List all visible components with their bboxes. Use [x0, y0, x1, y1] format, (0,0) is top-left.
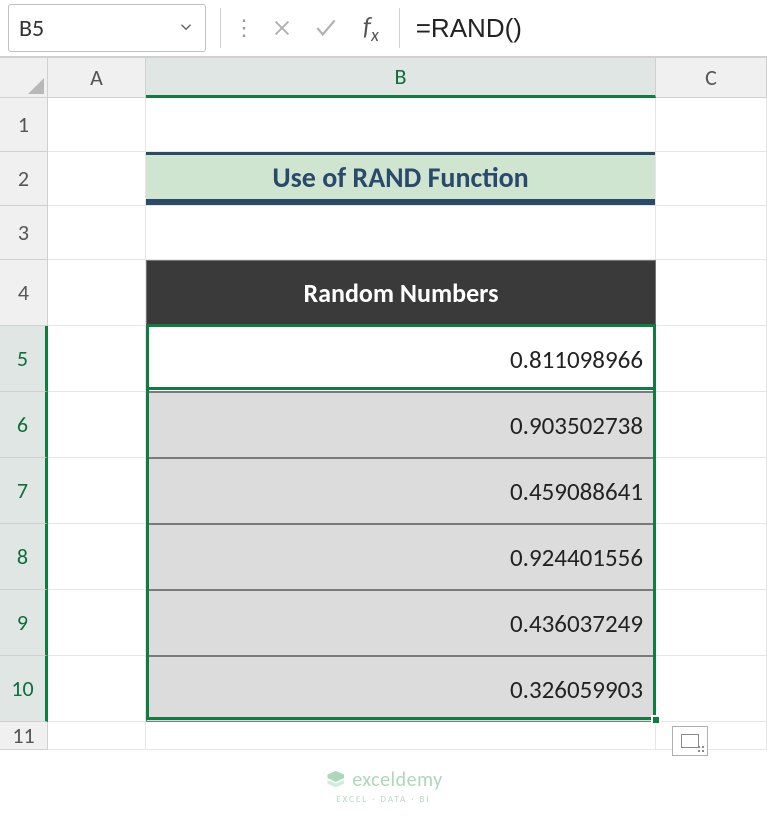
cell-value: 0.924401556: [510, 542, 643, 573]
row-header-2[interactable]: 2: [0, 152, 48, 206]
cell-A9[interactable]: [48, 590, 146, 656]
cell-A6[interactable]: [48, 392, 146, 458]
row-header-5[interactable]: 5: [0, 326, 48, 392]
cell-C4[interactable]: [656, 260, 767, 326]
fx-icon[interactable]: fx: [349, 10, 393, 46]
cell-B9[interactable]: 0.436037249: [146, 590, 656, 656]
cell-C1[interactable]: [656, 98, 767, 152]
formula-input[interactable]: [406, 0, 767, 56]
cell-C7[interactable]: [656, 458, 767, 524]
row-header-1[interactable]: 1: [0, 98, 48, 152]
cell-C3[interactable]: [656, 206, 767, 260]
cell-A7[interactable]: [48, 458, 146, 524]
spreadsheet-grid: A B C 1 2 Use of RAND Function 3 4 Rando…: [0, 58, 767, 750]
cell-A11[interactable]: [48, 722, 146, 750]
cell-value: 0.459088641: [510, 476, 643, 507]
watermark-brand: exceldemy: [352, 768, 442, 792]
table-header-text: Random Numbers: [304, 277, 499, 309]
cell-B6[interactable]: 0.903502738: [146, 392, 656, 458]
row-header-3[interactable]: 3: [0, 206, 48, 260]
cell-value: 0.326059903: [510, 674, 643, 705]
cell-A2[interactable]: [48, 152, 146, 206]
row-header-7[interactable]: 7: [0, 458, 48, 524]
more-icon[interactable]: ⋮: [227, 17, 261, 39]
cell-B5[interactable]: 0.811098966: [146, 326, 656, 392]
title-band: Use of RAND Function: [146, 152, 655, 205]
row-header-4[interactable]: 4: [0, 260, 48, 326]
watermark-sub: EXCEL · DATA · BI: [336, 794, 430, 805]
cell-A8[interactable]: [48, 524, 146, 590]
cell-C5[interactable]: [656, 326, 767, 392]
cell-A3[interactable]: [48, 206, 146, 260]
chevron-down-icon[interactable]: [177, 14, 195, 43]
separator: [220, 8, 221, 48]
cell-B3[interactable]: [146, 206, 656, 260]
cell-B8[interactable]: 0.924401556: [146, 524, 656, 590]
cell-B7[interactable]: 0.459088641: [146, 458, 656, 524]
cell-C10[interactable]: [656, 656, 767, 722]
row-header-10[interactable]: 10: [0, 656, 48, 722]
cell-C8[interactable]: [656, 524, 767, 590]
cell-value: 0.903502738: [510, 410, 643, 441]
cell-B2[interactable]: Use of RAND Function: [146, 152, 656, 206]
watermark: exceldemy EXCEL · DATA · BI: [324, 768, 442, 805]
quick-analysis-button[interactable]: [672, 726, 708, 756]
cell-A1[interactable]: [48, 98, 146, 152]
row-header-8[interactable]: 8: [0, 524, 48, 590]
cell-C6[interactable]: [656, 392, 767, 458]
quick-analysis-icon: [681, 734, 699, 748]
col-header-C[interactable]: C: [656, 58, 767, 98]
select-all-corner[interactable]: [0, 58, 48, 98]
cell-C2[interactable]: [656, 152, 767, 206]
cell-C9[interactable]: [656, 590, 767, 656]
row-header-9[interactable]: 9: [0, 590, 48, 656]
cell-value: 0.811098966: [510, 344, 643, 375]
cell-value: 0.436037249: [510, 608, 643, 639]
logo-icon: [324, 769, 346, 791]
cell-A5[interactable]: [48, 326, 146, 392]
row-header-11[interactable]: 11: [0, 722, 48, 750]
cell-A10[interactable]: [48, 656, 146, 722]
title-text: Use of RAND Function: [272, 160, 528, 195]
cell-A4[interactable]: [48, 260, 146, 326]
formula-bar: B5 ⋮ fx: [0, 0, 767, 58]
cell-B1[interactable]: [146, 98, 656, 152]
col-header-B[interactable]: B: [146, 58, 656, 98]
enter-icon[interactable]: [303, 15, 349, 41]
cell-B11[interactable]: [146, 722, 656, 750]
cancel-icon[interactable]: [261, 17, 303, 39]
separator: [399, 8, 400, 48]
col-header-A[interactable]: A: [48, 58, 146, 98]
name-box[interactable]: B5: [8, 4, 206, 52]
row-header-6[interactable]: 6: [0, 392, 48, 458]
cell-B4[interactable]: Random Numbers: [146, 260, 656, 326]
fill-handle[interactable]: [651, 715, 661, 725]
name-box-value: B5: [19, 14, 44, 43]
cell-B10[interactable]: 0.326059903: [146, 656, 656, 722]
